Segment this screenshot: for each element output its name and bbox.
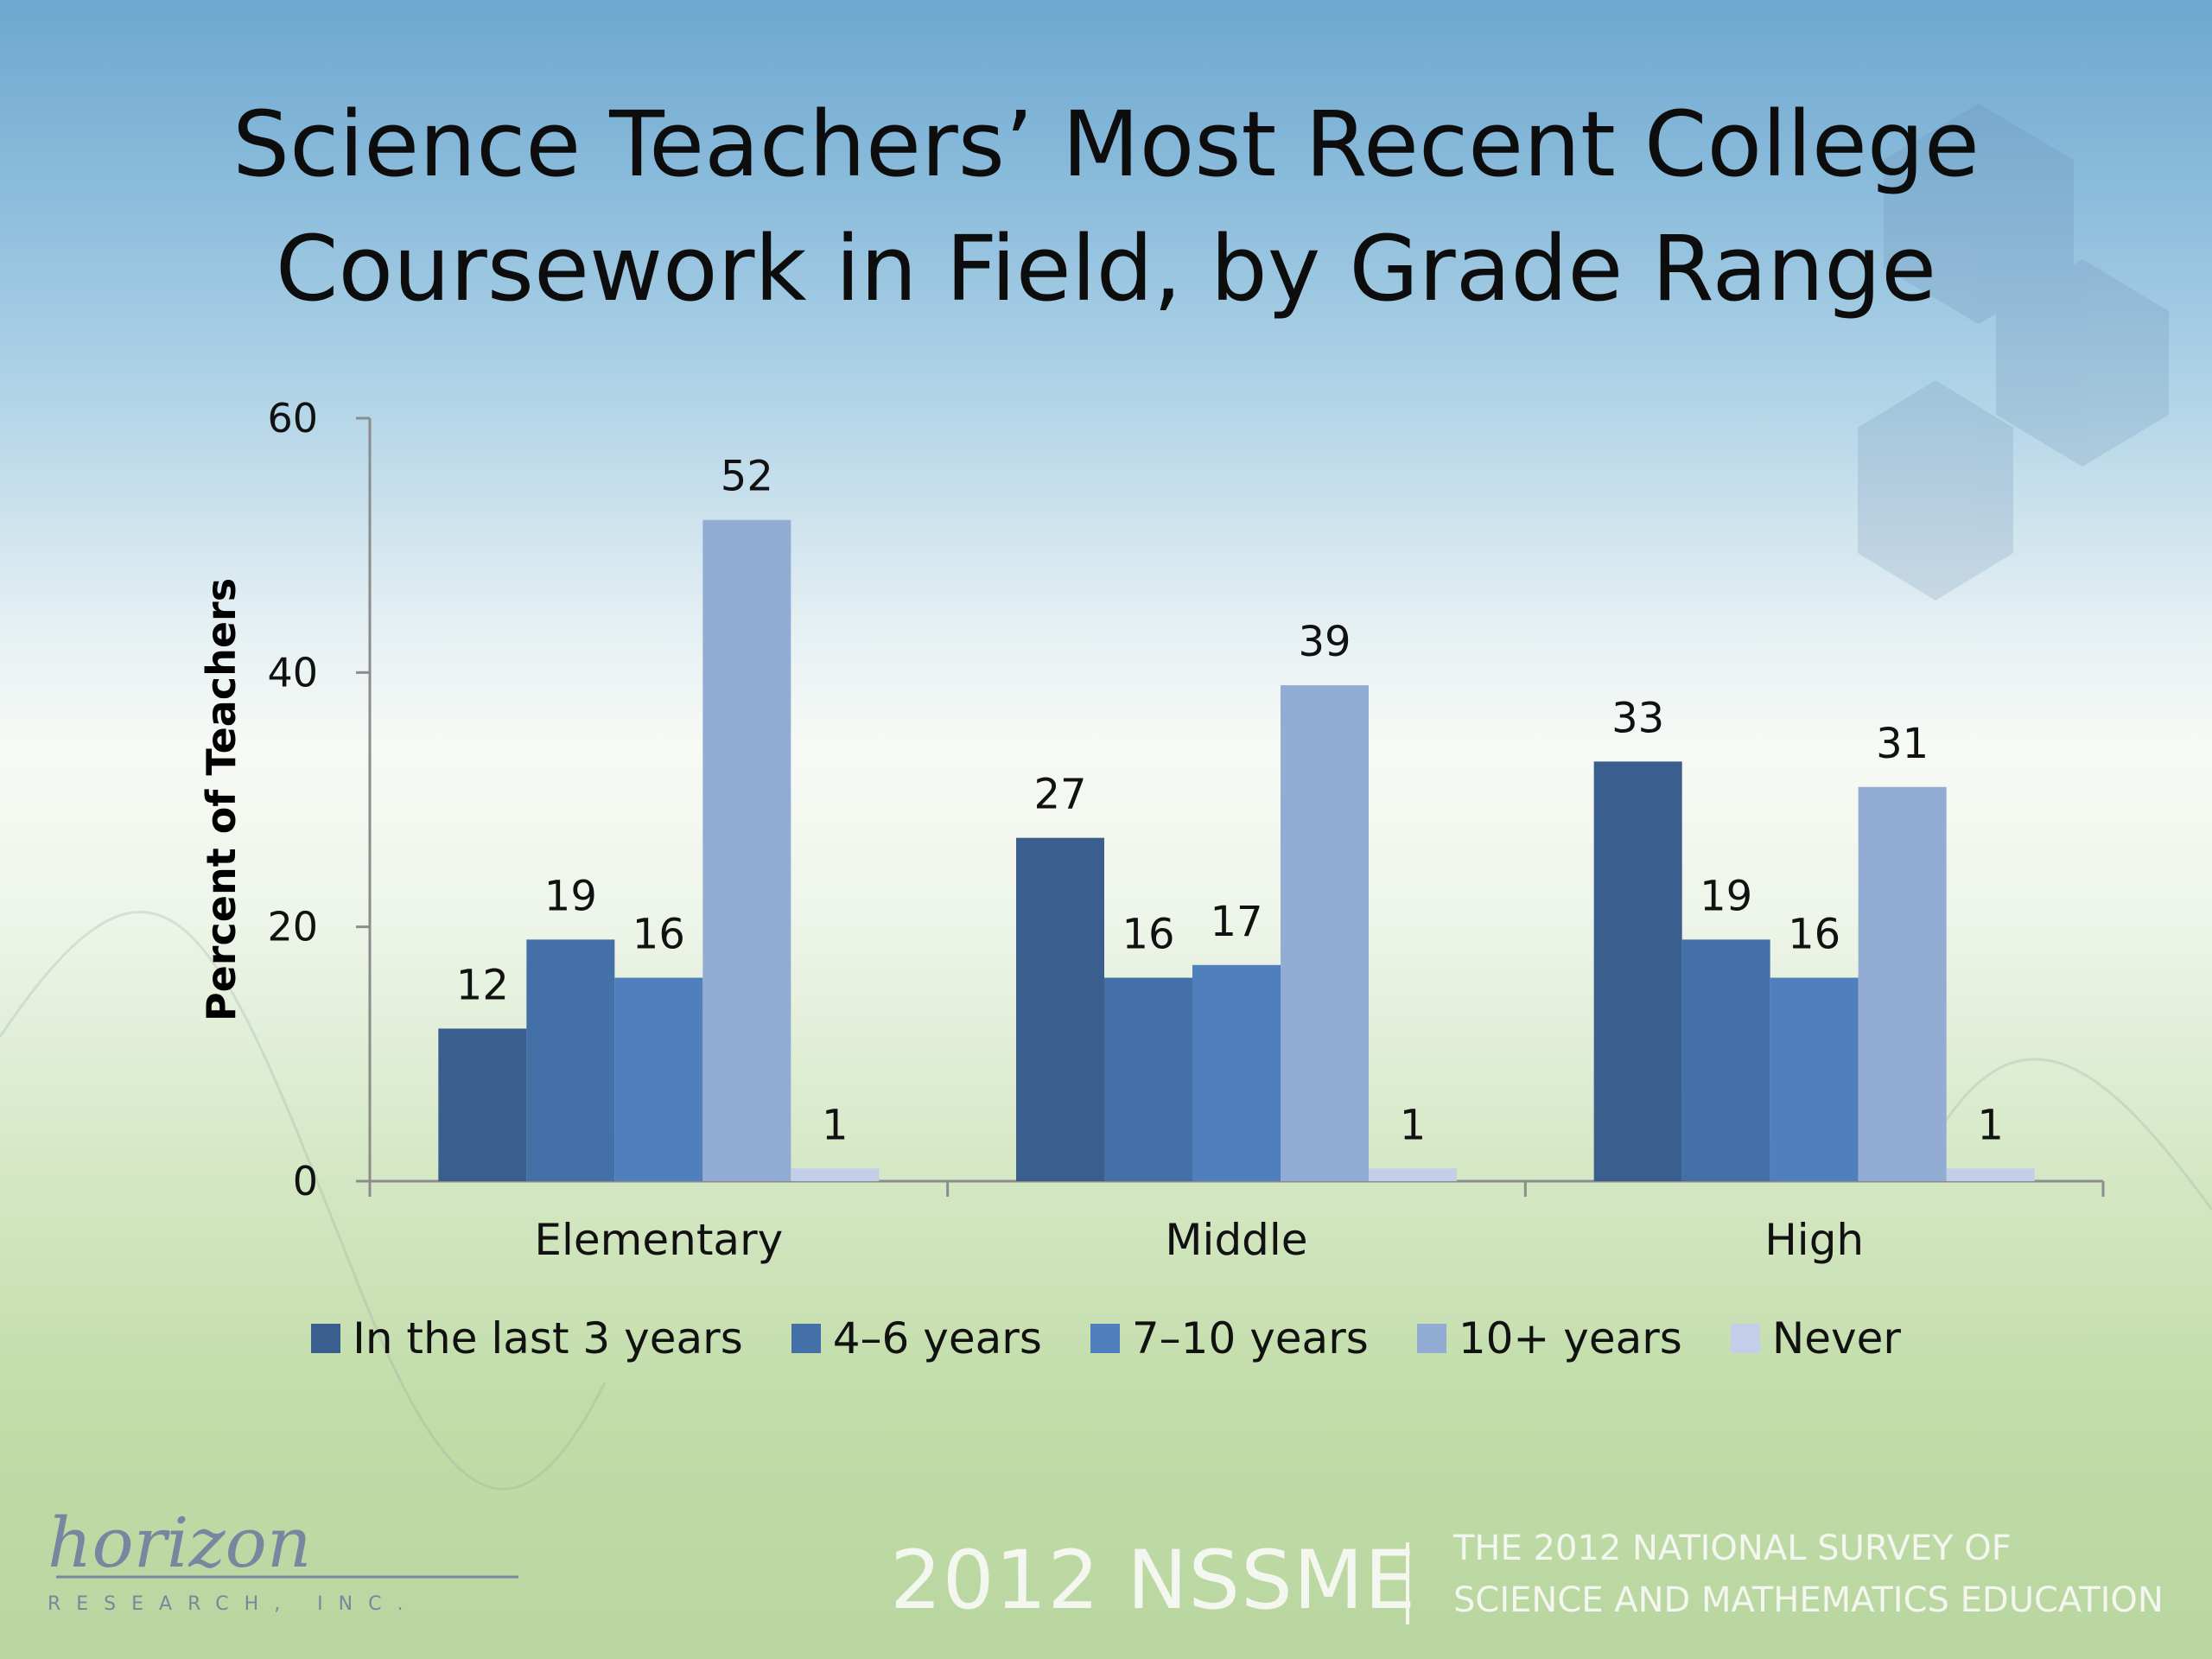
title-line-1: Science Teachers’ Most Recent College bbox=[232, 92, 1980, 197]
data-label: 19 bbox=[544, 872, 597, 920]
legend-item: Never bbox=[1730, 1313, 1901, 1363]
bar bbox=[1016, 837, 1104, 1181]
data-label: 17 bbox=[1210, 898, 1262, 946]
data-label: 16 bbox=[1788, 911, 1840, 959]
chart-legend: In the last 3 years 4–6 years 7–10 years 10… bbox=[0, 1313, 2212, 1363]
bar bbox=[702, 519, 791, 1181]
bar bbox=[1681, 939, 1770, 1181]
svg-text:horizon: horizon bbox=[48, 1508, 311, 1583]
data-label: 19 bbox=[1700, 872, 1752, 920]
category-label: High bbox=[1764, 1215, 1864, 1265]
bar bbox=[614, 977, 703, 1181]
data-label: 52 bbox=[721, 453, 773, 501]
bar bbox=[1369, 1168, 1457, 1181]
legend-swatch bbox=[1090, 1324, 1120, 1353]
data-label: 16 bbox=[632, 911, 685, 959]
bar bbox=[1770, 977, 1859, 1181]
data-label: 12 bbox=[456, 961, 509, 1009]
survey-short-name: 2012 NSSME bbox=[890, 1534, 1417, 1628]
bar bbox=[1946, 1168, 2035, 1181]
legend-label: 10+ years bbox=[1458, 1313, 1682, 1363]
bar bbox=[1858, 786, 1947, 1181]
footer-separator bbox=[1406, 1542, 1409, 1624]
y-tick-label: 20 bbox=[267, 904, 318, 950]
data-label: 16 bbox=[1122, 911, 1174, 959]
title-line-2: Coursework in Field, by Grade Range bbox=[275, 216, 1937, 321]
bar bbox=[791, 1168, 880, 1181]
bar bbox=[1192, 964, 1281, 1181]
legend-label: In the last 3 years bbox=[353, 1313, 743, 1363]
survey-full-line-2: SCIENCE AND MATHEMATICS EDUCATION bbox=[1453, 1580, 2164, 1620]
legend-swatch bbox=[1416, 1324, 1446, 1353]
data-label: 1 bbox=[1400, 1101, 1427, 1149]
data-label: 1 bbox=[1977, 1101, 2004, 1149]
legend-item: 4–6 years bbox=[791, 1313, 1042, 1363]
svg-text:RESEARCH, INC.: RESEARCH, INC. bbox=[48, 1593, 418, 1615]
y-tick-label: 60 bbox=[267, 395, 318, 442]
bar bbox=[526, 939, 615, 1181]
legend-item: 10+ years bbox=[1416, 1313, 1682, 1363]
category-label: Middle bbox=[1165, 1215, 1307, 1265]
data-label: 39 bbox=[1298, 618, 1351, 666]
legend-swatch bbox=[791, 1324, 821, 1353]
legend-label: Never bbox=[1771, 1313, 1901, 1363]
horizon-logo: horizon RESEARCH, INC. bbox=[48, 1508, 518, 1615]
bar bbox=[1593, 761, 1682, 1181]
legend-label: 7–10 years bbox=[1131, 1313, 1369, 1363]
category-label: Elementary bbox=[534, 1215, 783, 1265]
chart-title: Science Teachers’ Most Recent College Co… bbox=[0, 82, 2212, 331]
legend-swatch bbox=[311, 1324, 341, 1353]
bar bbox=[438, 1028, 527, 1181]
legend-item: 7–10 years bbox=[1090, 1313, 1369, 1363]
survey-full-line-1: THE 2012 NATIONAL SURVEY OF bbox=[1453, 1529, 2012, 1568]
y-tick-label: 40 bbox=[267, 649, 318, 696]
data-label: 31 bbox=[1876, 720, 1929, 768]
data-label: 27 bbox=[1033, 771, 1086, 819]
bar bbox=[1281, 685, 1369, 1181]
legend-swatch bbox=[1730, 1324, 1760, 1353]
y-tick-label: 0 bbox=[293, 1158, 318, 1205]
survey-full-name: THE 2012 NATIONAL SURVEY OF SCIENCE AND … bbox=[1453, 1522, 2164, 1626]
data-label: 33 bbox=[1611, 694, 1664, 742]
bar bbox=[1104, 977, 1192, 1181]
y-axis-title: Percent of Teachers bbox=[198, 578, 245, 1021]
legend-label: 4–6 years bbox=[832, 1313, 1042, 1363]
data-label: 1 bbox=[822, 1101, 849, 1149]
legend-item: In the last 3 years bbox=[311, 1313, 743, 1363]
